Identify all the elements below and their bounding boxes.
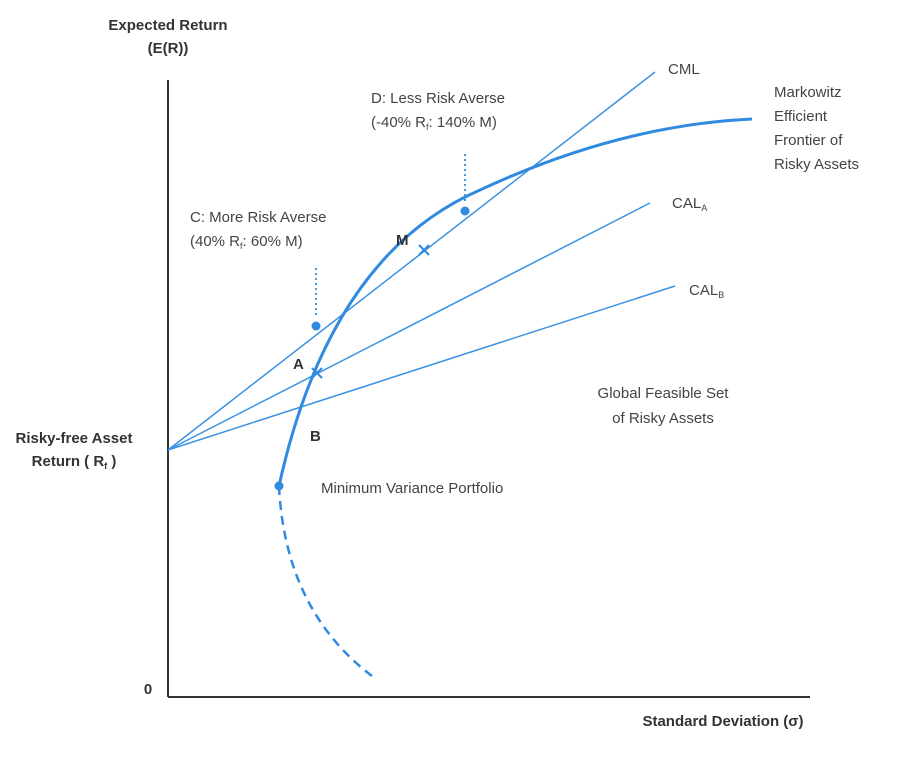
- y-axis-label: Expected Return: [108, 17, 227, 34]
- frontier-label-3: Frontier of: [774, 132, 843, 149]
- cml-label: CML: [668, 61, 700, 78]
- point-min-variance: [274, 481, 284, 491]
- origin-label: 0: [144, 681, 152, 698]
- point-a-label: A: [293, 356, 304, 373]
- risk-free-label-sub: Return ( Rf ): [32, 453, 117, 471]
- point-d: [460, 206, 470, 216]
- point-m-label: M: [396, 232, 409, 249]
- feasible-set-label-1: Global Feasible Set: [598, 385, 730, 402]
- cal-b-label: CALB: [689, 282, 724, 300]
- cal-a-line: [167, 202, 651, 451]
- annotation-c-line1: C: More Risk Averse: [190, 209, 326, 226]
- annotation-d-line2: (-40% Rf: 140% M): [371, 114, 497, 132]
- annotation-d-line1: D: Less Risk Averse: [371, 90, 505, 107]
- point-b-label: B: [310, 428, 321, 445]
- cal-b-line: [167, 285, 676, 451]
- annotation-c-line2: (40% Rf: 60% M): [190, 233, 303, 251]
- min-variance-label: Minimum Variance Portfolio: [321, 480, 503, 497]
- frontier-label-1: Markowitz: [774, 84, 842, 101]
- y-axis-label-sub: (E(R)): [148, 40, 189, 57]
- point-a-marker: [311, 367, 323, 379]
- frontier-label-2: Efficient: [774, 108, 828, 125]
- risk-free-label: Risky-free Asset: [15, 430, 132, 447]
- efficient-frontier-curve: [277, 117, 753, 487]
- x-axis-label: Standard Deviation (σ): [642, 713, 803, 730]
- frontier-label-4: Risky Assets: [774, 156, 859, 173]
- cml-line: [167, 71, 656, 451]
- point-c: [311, 321, 321, 331]
- cal-a-label: CALA: [672, 195, 707, 213]
- point-m-marker: [418, 244, 430, 256]
- inefficient-frontier-dashed: [277, 485, 373, 677]
- feasible-set-label-2: of Risky Assets: [612, 410, 714, 427]
